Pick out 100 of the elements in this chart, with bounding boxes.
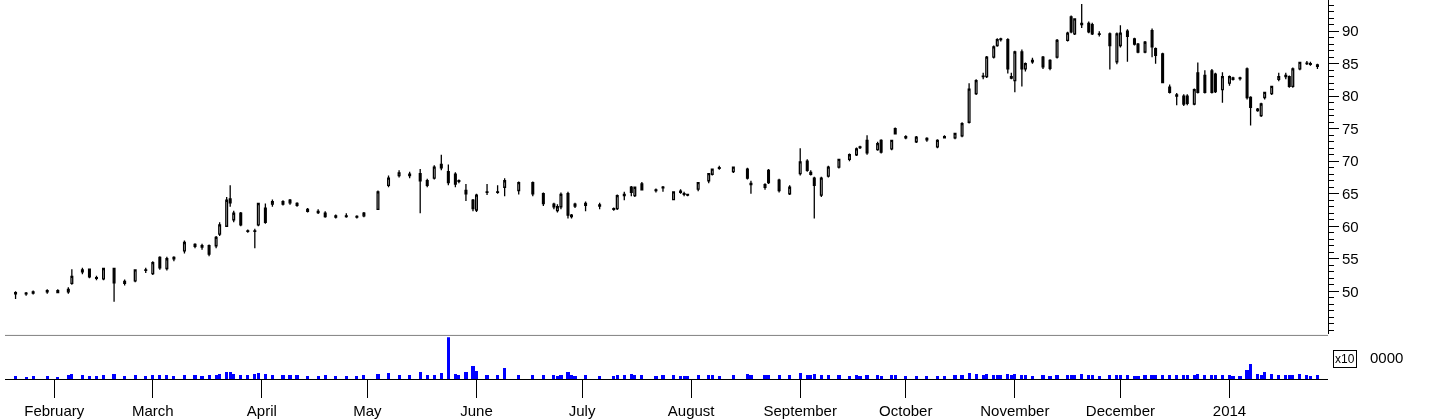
candlestick xyxy=(306,207,310,214)
candlestick xyxy=(158,255,162,271)
bar xyxy=(426,375,429,379)
bar xyxy=(732,375,735,379)
bar xyxy=(503,368,506,379)
candlestick xyxy=(362,211,366,218)
bar xyxy=(246,375,249,379)
candlestick xyxy=(316,208,320,215)
bar xyxy=(1161,375,1164,379)
candlestick xyxy=(1182,93,1186,107)
bar xyxy=(985,374,988,379)
bar xyxy=(1277,375,1280,379)
candlestick xyxy=(1315,63,1319,70)
bar xyxy=(1091,375,1094,379)
bar xyxy=(102,375,105,379)
bar xyxy=(1270,374,1273,379)
bar xyxy=(1048,376,1052,379)
candlestick xyxy=(1213,72,1217,94)
bar xyxy=(806,375,809,379)
bar xyxy=(925,376,928,379)
candlestick xyxy=(474,193,479,213)
candlestick xyxy=(80,267,84,276)
candlestick xyxy=(453,171,457,188)
bar xyxy=(306,376,309,379)
candlestick xyxy=(745,167,749,181)
candlestick xyxy=(1263,91,1267,101)
candlestick xyxy=(967,82,971,125)
candlestick xyxy=(788,184,792,196)
candlestick xyxy=(1220,71,1224,104)
bar xyxy=(623,375,626,379)
candlestick xyxy=(717,165,721,171)
bar xyxy=(408,375,411,379)
bar xyxy=(257,373,260,379)
bar xyxy=(788,375,791,379)
candlestick xyxy=(995,37,999,48)
bar xyxy=(88,376,91,379)
candlestick xyxy=(270,198,274,208)
bar xyxy=(1305,375,1308,379)
bar xyxy=(281,375,285,379)
bar xyxy=(295,375,299,379)
candlestick xyxy=(1277,72,1281,82)
bar xyxy=(454,374,457,379)
bar xyxy=(1249,364,1252,379)
bar xyxy=(264,374,267,379)
candlestick xyxy=(1066,31,1070,43)
bar xyxy=(686,376,689,379)
candlestick xyxy=(1231,76,1235,82)
bar xyxy=(640,375,643,379)
candlestick xyxy=(1168,83,1172,95)
candlestick xyxy=(218,221,222,237)
bar xyxy=(1010,375,1013,379)
bar xyxy=(848,376,851,379)
bar xyxy=(876,375,879,379)
candlestick xyxy=(826,165,830,179)
candlestick xyxy=(295,201,299,208)
candlestick xyxy=(1227,74,1231,87)
bar xyxy=(419,372,422,379)
candlestick xyxy=(707,172,711,184)
bar xyxy=(1238,376,1242,379)
candlestick xyxy=(1298,61,1302,71)
candlestick xyxy=(731,165,735,174)
candlestick xyxy=(1175,92,1179,106)
bar xyxy=(953,375,957,379)
bar xyxy=(1284,375,1287,379)
candlestick xyxy=(334,213,338,220)
y-tick-label: 90 xyxy=(1342,22,1359,40)
bar xyxy=(943,376,946,379)
x-tick-label: August xyxy=(667,402,716,419)
candlestick xyxy=(893,126,897,136)
candlestick xyxy=(45,288,49,295)
bar xyxy=(778,375,781,379)
candlestick xyxy=(640,181,644,192)
candlestick xyxy=(1073,17,1077,36)
y-tick-label: 70 xyxy=(1342,152,1359,170)
bar xyxy=(1119,375,1122,379)
bar xyxy=(799,373,802,379)
candlestick xyxy=(953,131,957,140)
bar xyxy=(573,376,577,379)
bar xyxy=(123,376,126,379)
candlestick xyxy=(749,180,753,195)
bar xyxy=(464,372,468,379)
bar xyxy=(496,375,499,379)
candlestick xyxy=(879,138,883,155)
bar xyxy=(517,375,520,379)
bar xyxy=(288,375,292,379)
bar xyxy=(1210,375,1213,379)
bar xyxy=(112,374,116,379)
bar xyxy=(749,375,753,379)
bar xyxy=(630,374,633,379)
bar xyxy=(598,376,601,379)
candlestick xyxy=(584,200,588,212)
bar xyxy=(1115,375,1118,379)
candlestick xyxy=(1161,52,1165,84)
candlestick xyxy=(925,136,929,143)
candlestick xyxy=(425,178,429,188)
bar xyxy=(1087,375,1090,379)
candlestick xyxy=(1087,20,1091,34)
candlestick xyxy=(123,278,127,287)
bar xyxy=(1066,375,1069,379)
bar xyxy=(447,337,450,379)
